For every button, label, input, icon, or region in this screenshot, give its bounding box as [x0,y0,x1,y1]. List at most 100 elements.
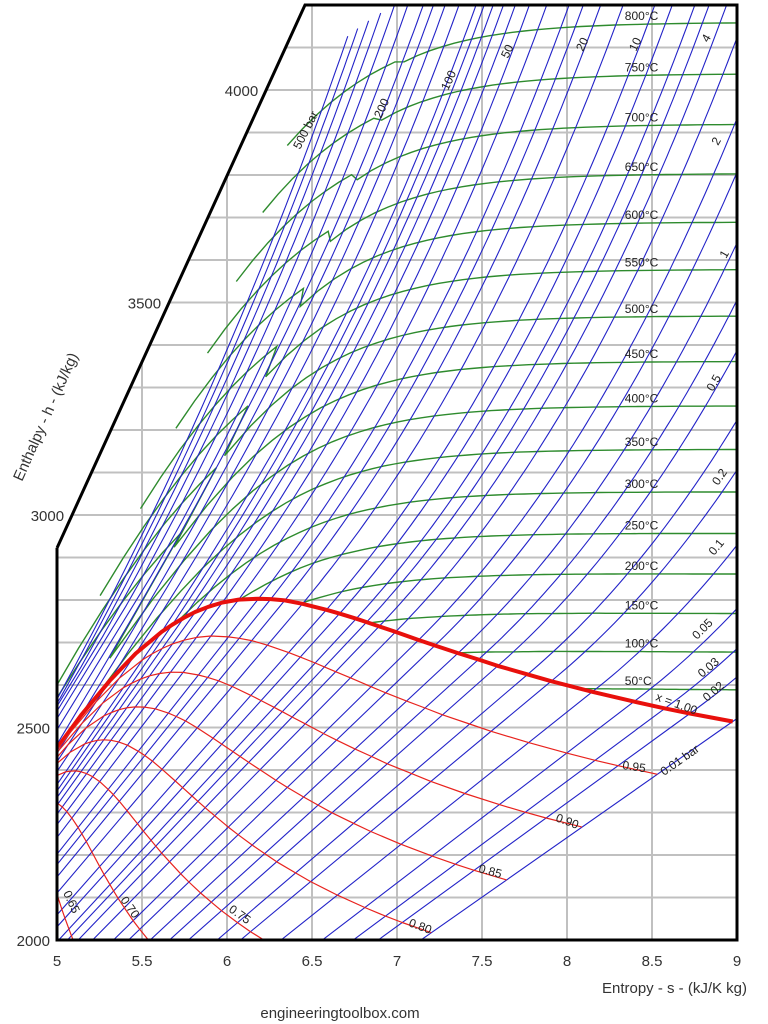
x-tick-label: 5 [53,953,61,970]
isobar-label: 0.05 [689,615,716,642]
isobar-80-bar [57,5,496,811]
isobar-175-bar [57,5,436,767]
isobar-label: 0.02 [700,678,727,704]
quality-label: 0.80 [407,916,434,937]
isotherm-label: 250°C [625,519,659,533]
isotherm-label: 750°C [625,60,659,74]
isotherm-550c [139,269,737,509]
quality-line-0.85 [57,706,507,881]
isobar-0.2-bar [235,456,737,940]
isobar-40-bar [57,5,549,849]
quality-label: 0.65 [60,888,83,915]
isobar-label: 100 [438,68,459,92]
isotherm-650c [206,173,737,354]
isobar-100-bar [57,5,479,798]
isobar-70-bar [57,5,506,818]
source-watermark: engineeringtoolbox.com [260,1005,419,1022]
isotherm-400c [57,405,737,712]
saturation-line [57,596,734,761]
axis-ticks: 5 5.5 6 6.5 7 7.5 8 8.5 9 2000 2500 3000 3500 4000 [17,83,742,970]
x-tick-label: 7.5 [472,953,493,970]
isobar-label: 20 [573,35,591,53]
isotherm-label: 100°C [625,637,659,651]
isotherm-150c [369,612,737,624]
isobar-label: 0.01 bar [658,742,702,779]
isobar-200-bar [57,5,426,759]
isobar-0.3-bar [211,405,737,940]
y-tick-label: 2000 [17,933,50,950]
y-tick-label: 3500 [128,296,161,313]
isotherm-label: 50°C [625,674,652,688]
isobar-250-bar [57,5,410,743]
isobar-90-bar [57,5,487,804]
isotherm-label: 550°C [625,255,659,269]
isotherm-100c [457,650,737,654]
quality-line-0.75 [57,770,272,940]
isotherm-label: 800°C [625,9,659,23]
isotherm-300c [176,491,737,623]
x-tick-label: 5.5 [132,953,153,970]
isobar-label: 0.1 [706,536,728,558]
isobar-15-bar [57,5,626,904]
isobar-300-bar [57,5,395,733]
x-tick-label: 7 [393,953,401,970]
isobar-label: 500 bar [290,109,321,152]
isobar-500-bar [57,36,349,715]
y-tick-label: 2500 [17,721,50,738]
plot-frame [55,3,739,942]
quality-label: 0.95 [622,758,647,775]
isotherm-label: 200°C [625,559,659,573]
x-tick-label: 8 [563,953,571,970]
isobar-350-bar [57,12,382,726]
isotherm-label: 600°C [625,208,659,222]
isotherm-750c [262,73,737,213]
isobar-8-bar [57,5,675,937]
isotherm-50c [580,688,737,691]
quality-label: 0.75 [226,902,253,927]
x-tick-label: 9 [733,953,741,970]
isotherm-450c [57,360,737,693]
quality-label: x = 1.00 [654,690,700,718]
isotherm-800c [286,22,737,146]
isobar-group [57,5,737,940]
isobar-label: 0.5 [703,372,724,394]
isobar-1.5-bar [123,152,737,940]
isobar-4-bar [73,5,729,940]
quality-line-0.95 [57,635,658,775]
plot-area [57,5,737,940]
isotherm-350c [91,448,737,703]
isobar-0.01-bar [414,712,737,940]
isobar-400-bar [57,20,370,721]
isotherm-250c [238,532,737,601]
isobar-label: 4 [698,31,714,44]
isobar-60-bar [57,5,518,827]
isotherm-label: 450°C [625,347,659,361]
isobar-25-bar [57,5,586,876]
x-axis-title: Entropy - s - (kJ/K kg) [602,980,747,997]
quality-line-0.70 [57,799,153,940]
x-tick-label: 8.5 [642,953,663,970]
grid [57,5,737,940]
x-tick-label: 6.5 [302,953,323,970]
isobar-5-bar [62,5,712,940]
isobar-1-bar [145,224,737,940]
isobar-0.7-bar [164,282,737,940]
isotherm-700c [235,123,737,282]
isotherm-label: 300°C [625,477,659,491]
quality-line-0.90 [57,671,583,828]
isobar-label: 50 [498,42,516,60]
isotherm-group [57,22,737,712]
isobar-label: 2 [708,134,724,147]
isotherm-label: 150°C [625,598,659,612]
isotherm-label: 350°C [625,435,659,449]
isotherm-200c [300,573,737,605]
isobar-10-bar [57,5,657,925]
y-tick-label: 4000 [225,83,258,100]
y-tick-label: 3000 [31,508,64,525]
isobar-2-bar [108,97,737,940]
isobar-0.05-bar [316,598,737,940]
y-axis-title: Enthalpy - h - (kJ/kg) [10,350,82,483]
isobar-20-bar [57,5,603,888]
